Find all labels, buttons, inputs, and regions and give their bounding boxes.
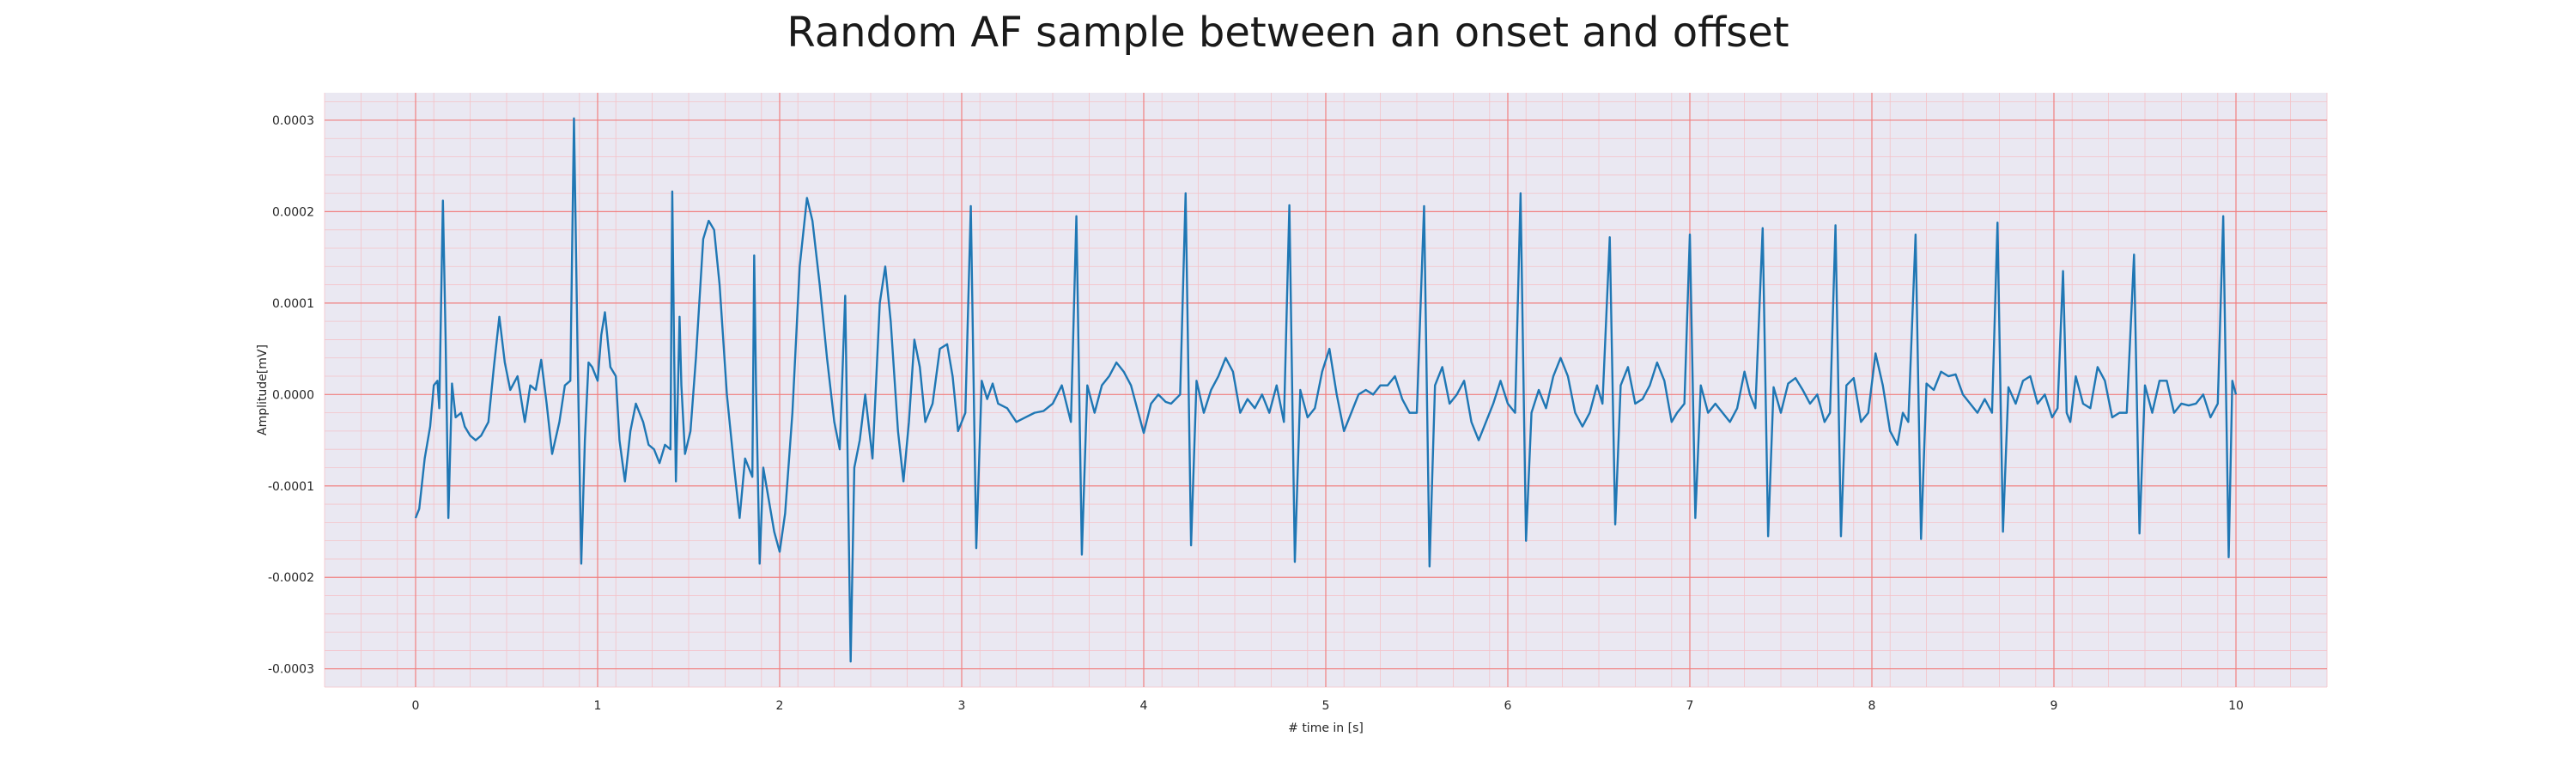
x-tick-label: 10 bbox=[2228, 699, 2244, 713]
y-tick-label: -0.0003 bbox=[268, 663, 314, 677]
y-tick-label: 0.0000 bbox=[272, 388, 314, 402]
x-axis-ticks: 0 1 2 3 4 5 6 7 8 9 10 bbox=[412, 699, 2244, 713]
x-tick-label: 3 bbox=[958, 699, 966, 713]
x-tick-label: 6 bbox=[1504, 699, 1512, 713]
y-tick-label: -0.0002 bbox=[268, 571, 314, 585]
y-axis-ticks: -0.0003 -0.0002 -0.0001 0.0000 0.0001 0.0002 0… bbox=[268, 114, 314, 677]
x-tick-label: 7 bbox=[1686, 699, 1694, 713]
series-line-ecg bbox=[414, 117, 2238, 663]
y-tick-label: 0.0003 bbox=[272, 114, 314, 128]
y-tick-label: 0.0001 bbox=[272, 297, 314, 311]
x-tick-label: 4 bbox=[1140, 699, 1148, 713]
x-tick-label: 0 bbox=[412, 699, 420, 713]
chart-title: Random AF sample between an onset and of… bbox=[787, 9, 1789, 57]
major-grid bbox=[325, 93, 2327, 687]
x-tick-label: 2 bbox=[776, 699, 784, 713]
x-axis-label: # time in [s] bbox=[1288, 721, 1364, 735]
x-tick-label: 8 bbox=[1868, 699, 1876, 713]
y-axis-label: Amplitude[mV] bbox=[256, 344, 270, 435]
x-tick-label: 1 bbox=[594, 699, 602, 713]
x-tick-label: 9 bbox=[2050, 699, 2058, 713]
y-tick-label: 0.0002 bbox=[272, 205, 314, 219]
y-tick-label: -0.0001 bbox=[268, 480, 314, 494]
x-tick-label: 5 bbox=[1322, 699, 1330, 713]
